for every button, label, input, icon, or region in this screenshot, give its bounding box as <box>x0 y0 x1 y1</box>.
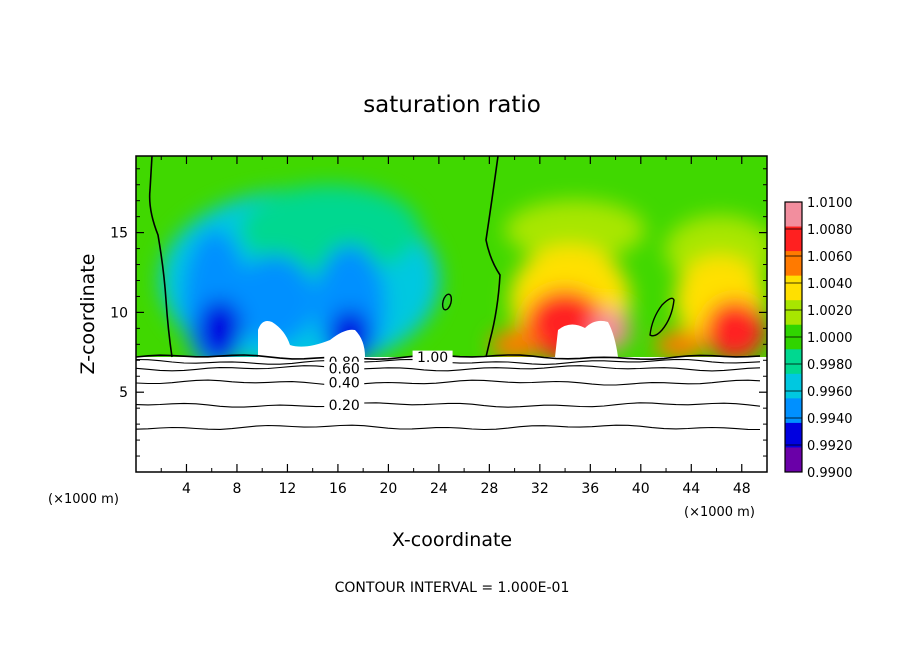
colorbar-swatch <box>785 398 802 424</box>
colorbar-label: 0.9900 <box>807 466 853 481</box>
x-tick-label: 12 <box>279 481 297 497</box>
field-patch <box>505 200 645 260</box>
contour-label-bg <box>412 350 453 364</box>
plot-area <box>136 156 767 472</box>
colorbar-swatch <box>785 251 802 277</box>
field-patch <box>235 255 315 345</box>
y-tick-label: 5 <box>119 385 128 401</box>
contour-label: 1.00 <box>417 350 448 366</box>
contour-label-bg <box>324 361 365 375</box>
colorbar-label: 0.9960 <box>807 385 853 400</box>
colorbar-swatch <box>785 226 802 252</box>
contour-label-bg <box>324 376 365 390</box>
x-tick-label: 20 <box>379 481 397 497</box>
colorbar-label: 1.0000 <box>807 331 853 346</box>
field-patch <box>705 300 765 360</box>
x-tick-label: 28 <box>480 481 498 497</box>
colorbar-label: 0.9940 <box>807 412 853 427</box>
colorbar-label: 1.0040 <box>807 277 853 292</box>
y-axis-ticks: 5 10 15 <box>110 168 767 457</box>
colorbar-swatch <box>785 447 802 473</box>
contour-line <box>136 424 761 431</box>
colorbar-swatch <box>785 300 802 326</box>
x-tick-label: 32 <box>531 481 549 497</box>
contour-label-bg <box>324 398 365 412</box>
field-patch <box>655 331 705 359</box>
x-tick-label: 44 <box>682 481 700 497</box>
colorbar-swatch <box>785 349 802 375</box>
y-tick-label: 15 <box>110 226 128 242</box>
x-axis-label: X-coordinate <box>392 529 512 551</box>
contour-line <box>148 156 173 358</box>
contour-line <box>136 379 761 386</box>
contour-line <box>485 156 501 358</box>
y-axis-label: Z-coordinate <box>77 254 99 375</box>
x-tick-label: 36 <box>581 481 599 497</box>
colorbar-swatch <box>785 202 802 228</box>
x-tick-label: 24 <box>430 481 448 497</box>
x-unit-label: (×1000 m) <box>684 505 755 520</box>
colorbar-label: 1.0080 <box>807 223 853 238</box>
colorbar-swatch <box>785 422 802 448</box>
colorbar: 1.0100 1.0080 1.0060 1.0040 1.0020 1.0000 0.99… <box>784 196 853 481</box>
colorbar-label: 0.9920 <box>807 439 853 454</box>
x-axis-ticks: 4 8 12 16 20 24 28 32 36 40 44 48 <box>160 156 768 497</box>
field-patch <box>198 300 242 360</box>
x-tick-label: 8 <box>232 481 241 497</box>
x-tick-label: 16 <box>329 481 347 497</box>
colorbar-label: 1.0100 <box>807 196 853 211</box>
plot-frame <box>135 155 768 473</box>
contour-label: 0.20 <box>329 398 360 414</box>
contour-label: 0.40 <box>329 376 360 392</box>
x-tick-label: 4 <box>182 481 191 497</box>
contour-line <box>136 402 761 408</box>
colorbar-label: 0.9980 <box>807 358 853 373</box>
y-tick-label: 10 <box>110 305 128 321</box>
saturated-cap <box>555 320 618 357</box>
contour-label: 0.60 <box>329 361 360 377</box>
colorbar-swatch <box>785 373 802 399</box>
colorbar-swatch <box>785 275 802 301</box>
saturated-cap <box>258 321 365 357</box>
colorbar-label: 1.0020 <box>807 304 853 319</box>
field-patch <box>490 330 540 360</box>
z-unit-label: (×1000 m) <box>48 492 119 507</box>
x-tick-label: 48 <box>733 481 751 497</box>
lower-layer <box>136 357 767 472</box>
contour-line <box>136 365 761 372</box>
colorbar-label: 1.0060 <box>807 250 853 265</box>
x-tick-label: 40 <box>632 481 650 497</box>
contour-interval-note: CONTOUR INTERVAL = 1.000E-01 <box>335 580 570 596</box>
saturated-regions <box>258 320 618 357</box>
chart-title: saturation ratio <box>363 92 541 118</box>
contour-line <box>649 297 675 337</box>
field-patch <box>240 185 420 275</box>
contour-line <box>441 293 453 311</box>
